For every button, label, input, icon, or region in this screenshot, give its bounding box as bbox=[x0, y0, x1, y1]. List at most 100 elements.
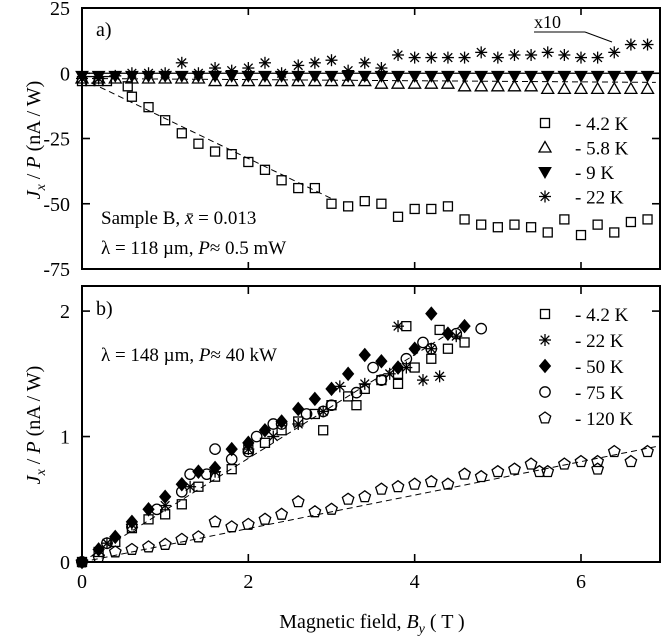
panel-a-ylabel: Jx / P (nA / W) bbox=[23, 81, 49, 200]
data-point-22-k bbox=[608, 46, 621, 59]
data-point-120-k bbox=[574, 454, 588, 468]
legend-label-4-2-k: - 4.2 K bbox=[575, 305, 629, 326]
data-point-75-k bbox=[325, 399, 338, 412]
data-point-120-k bbox=[191, 530, 205, 543]
data-point-4-2-k bbox=[126, 91, 138, 102]
data-point-4-2-k bbox=[259, 164, 271, 175]
data-point-120-k bbox=[641, 444, 654, 458]
panel-a-fit-lines bbox=[81, 77, 656, 199]
data-point-22-k bbox=[491, 51, 504, 64]
data-point-4-2-k bbox=[442, 343, 454, 354]
data-point-9-k bbox=[557, 70, 572, 83]
data-point-22-k bbox=[109, 69, 122, 82]
legend-item-5-8-k: - 5.8 K bbox=[537, 139, 629, 160]
legend-item-22-k: - 22 K bbox=[539, 331, 624, 352]
data-point-22-k bbox=[125, 67, 138, 80]
data-point-120-k bbox=[308, 504, 322, 518]
data-point-75-k bbox=[350, 386, 363, 399]
data-point-4-2-k bbox=[609, 227, 620, 238]
panel-b-frame bbox=[81, 285, 661, 563]
data-point-120-k bbox=[491, 464, 505, 478]
data-point-50-k bbox=[142, 502, 155, 517]
panel-a-legend: - 4.2 K - 5.8 K - 9 K - 22 K bbox=[537, 114, 629, 209]
x-tick-label: 4 bbox=[410, 571, 420, 593]
data-point-22-k bbox=[358, 377, 371, 390]
panel-b-legend: - 4.2 K - 22 K - 50 K - 75 K - 120 K bbox=[538, 305, 633, 430]
data-point-9-k bbox=[524, 70, 538, 83]
data-point-5-8-k bbox=[557, 81, 572, 95]
data-point-75-k bbox=[250, 430, 263, 443]
data-point-9-k bbox=[640, 70, 655, 83]
series-120-k bbox=[75, 444, 654, 568]
legend-item-22-k: - 22 K bbox=[539, 188, 624, 209]
data-point-5-8-k bbox=[490, 78, 505, 92]
data-point-120-k bbox=[142, 540, 155, 553]
data-point-22-k bbox=[358, 56, 371, 69]
panel-b-ylabel: Jx / P (nA / W) bbox=[23, 366, 49, 485]
data-point-4-2-k bbox=[642, 214, 653, 225]
data-point-75-k bbox=[400, 352, 413, 365]
data-point-4-2-k bbox=[426, 203, 437, 215]
data-point-120-k bbox=[532, 464, 546, 478]
series-75-k bbox=[76, 322, 488, 568]
data-point-4-2-k bbox=[376, 374, 387, 386]
data-point-120-k bbox=[508, 462, 521, 475]
data-point-75-k bbox=[267, 418, 280, 430]
x-tick-label: 0 bbox=[77, 571, 87, 593]
series-5-8-k bbox=[74, 71, 655, 95]
data-point-9-k bbox=[490, 70, 505, 83]
data-point-9-k bbox=[590, 70, 605, 83]
data-point-4-2-k bbox=[459, 337, 470, 348]
data-point-75-k bbox=[200, 468, 213, 481]
x-tick-label: 6 bbox=[576, 571, 586, 593]
data-point-22-k bbox=[342, 64, 355, 77]
data-point-120-k bbox=[424, 474, 438, 488]
y-tick-label: 2 bbox=[60, 301, 70, 323]
panel-a-label: a) bbox=[96, 19, 112, 41]
legend-item-4-2-k: - 4.2 K bbox=[539, 114, 629, 135]
data-point-50-k bbox=[159, 489, 172, 505]
panel-b: 0 1 2 0 2 4 6 b) λ = 148 µm, P≈ 40 kW - 4.2 K… bbox=[23, 285, 661, 637]
data-point-22-k bbox=[525, 48, 538, 61]
panel-a-annotation: Sample B, x̄ = 0.013 λ = 118 µm, P≈ 0.5 … bbox=[101, 208, 286, 259]
data-point-75-k bbox=[375, 374, 388, 386]
data-point-5-8-k bbox=[623, 81, 639, 95]
data-point-75-k bbox=[475, 322, 488, 335]
data-point-5-8-k bbox=[474, 78, 489, 92]
data-point-9-k bbox=[474, 70, 489, 83]
data-point-9-k bbox=[258, 70, 272, 83]
data-point-5-8-k bbox=[324, 73, 339, 87]
data-point-120-k bbox=[275, 507, 289, 520]
legend-marker-22-k bbox=[539, 190, 551, 203]
data-point-22-k bbox=[267, 430, 280, 443]
data-point-4-2-k bbox=[442, 201, 454, 212]
data-point-22-k bbox=[558, 48, 571, 61]
fit-line-1 bbox=[81, 323, 465, 563]
data-point-75-k bbox=[151, 503, 163, 516]
legend-marker-75-k bbox=[539, 386, 551, 398]
data-point-75-k bbox=[175, 485, 188, 498]
data-point-4-2-k bbox=[176, 499, 187, 510]
data-point-75-k bbox=[425, 342, 438, 355]
y-tick-label: 0 bbox=[60, 552, 70, 574]
data-point-22-k bbox=[392, 48, 405, 61]
data-point-50-k bbox=[358, 347, 371, 363]
data-point-5-8-k bbox=[224, 73, 239, 87]
data-point-50-k bbox=[375, 353, 388, 369]
panel-a-frame bbox=[81, 7, 661, 270]
data-point-50-k bbox=[292, 401, 305, 417]
y-tick-label: -50 bbox=[43, 194, 70, 216]
legend-label-120-k: - 120 K bbox=[575, 409, 633, 430]
data-point-5-8-k bbox=[573, 81, 589, 95]
data-point-22-k bbox=[242, 62, 255, 75]
panel-a-data-points bbox=[74, 38, 655, 241]
data-point-50-k bbox=[341, 366, 355, 382]
data-point-120-k bbox=[92, 550, 106, 563]
data-point-4-2-k bbox=[259, 437, 271, 448]
data-point-50-k bbox=[325, 381, 338, 397]
data-point-5-8-k bbox=[523, 78, 539, 92]
data-point-22-k bbox=[458, 51, 471, 64]
data-point-75-k bbox=[317, 405, 330, 418]
legend-marker-22-k bbox=[539, 334, 551, 346]
data-point-75-k bbox=[225, 453, 238, 465]
